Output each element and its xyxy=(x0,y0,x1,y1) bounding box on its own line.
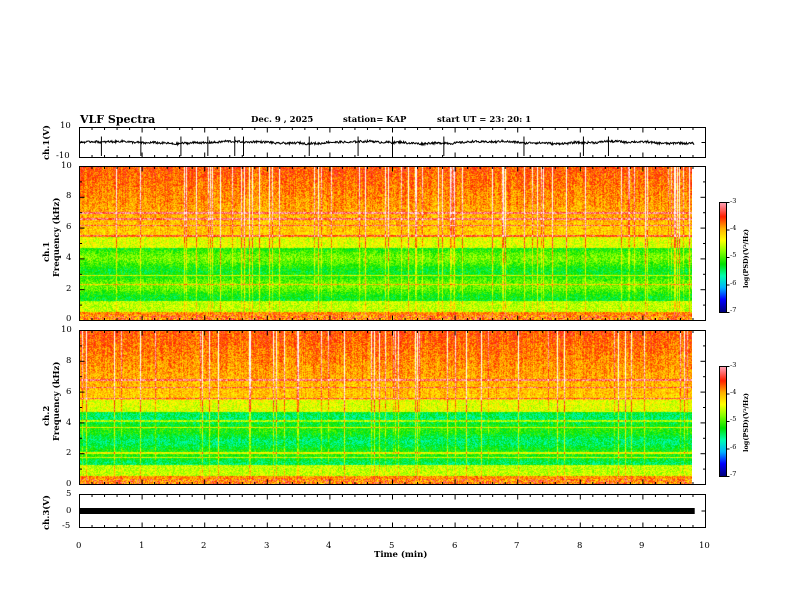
ch1-freq-tick-label: 0 xyxy=(66,314,72,324)
x-tick-label: 5 xyxy=(389,541,395,551)
x-tick-label: 2 xyxy=(201,541,207,551)
ch1-freq-tick-label: 4 xyxy=(66,253,72,263)
ch2-freq-tick-label: 6 xyxy=(66,387,72,397)
ch1-freq-tick-label: 10 xyxy=(61,161,72,171)
ch1-ytick-label: 10 xyxy=(60,121,71,131)
station-label: station= KAP xyxy=(343,115,407,125)
ch1-colorbar-tick: -4 xyxy=(730,224,737,232)
x-axis-label: Time (min) xyxy=(374,550,428,560)
ch1-colorbar-tick: -7 xyxy=(730,306,737,314)
ch2-colorbar-frame xyxy=(719,366,727,477)
ch2-colorbar-tick: -3 xyxy=(730,361,737,369)
ch2-freq-tick-label: 2 xyxy=(66,448,72,458)
ch2-freq-tick-label: 10 xyxy=(61,325,72,335)
ch1-colorbar-frame xyxy=(719,202,727,313)
x-tick-label: 4 xyxy=(326,541,332,551)
ch1-colorbar-tick: -6 xyxy=(730,279,737,287)
ch2-colorbar xyxy=(719,366,726,476)
ch2-colorbar-tick: -5 xyxy=(730,415,737,423)
ch2-colorbar-tick: -6 xyxy=(730,443,737,451)
figure-title: VLF Spectra xyxy=(80,113,156,126)
x-tick-label: 7 xyxy=(514,541,520,551)
start-time-label: start UT = 23: 20: 1 xyxy=(437,115,532,125)
ch1-colorbar-tick: -5 xyxy=(730,251,737,259)
ch2-colorbar-tick: -4 xyxy=(730,388,737,396)
ch1-freq-tick-label: 2 xyxy=(66,284,72,294)
ch1-freq-tick-label: 6 xyxy=(66,222,72,232)
ch1-waveform-series xyxy=(79,138,695,147)
ch1-spectrogram-frame xyxy=(79,166,706,321)
ch3-ytick-label: -5 xyxy=(62,521,71,531)
x-tick-label: 9 xyxy=(639,541,645,551)
x-tick-label: 1 xyxy=(139,541,145,551)
recording-date: Dec. 9 , 2025 xyxy=(251,115,314,125)
x-tick-label: 3 xyxy=(264,541,270,551)
ch3-ytick-label: 5 xyxy=(66,489,72,499)
ch1-colorbar xyxy=(719,202,726,312)
ch2-freq-tick-label: 8 xyxy=(66,356,72,366)
x-tick-label: 10 xyxy=(699,541,710,551)
ch1-spectrogram-image xyxy=(79,167,692,320)
ch3-waveform-series xyxy=(80,508,695,514)
ch1-colorbar-tick: -3 xyxy=(730,197,737,205)
x-tick-label: 0 xyxy=(76,541,82,551)
ch1-waveform-spikes xyxy=(100,136,609,156)
ch2-freq-tick-label: 0 xyxy=(66,479,72,489)
x-tick-label: 6 xyxy=(452,541,458,551)
ch2-colorbar-tick: -7 xyxy=(730,470,737,478)
ch2-freq-tick-label: 4 xyxy=(66,418,72,428)
ch2-spectrogram-image xyxy=(79,331,692,484)
x-tick-label: 8 xyxy=(577,541,583,551)
ch3-ytick-label: 0 xyxy=(66,506,72,516)
ch2-spectrogram-frame xyxy=(79,330,706,485)
ch1-freq-tick-label: 8 xyxy=(66,191,72,201)
ch1-ytick-label: -10 xyxy=(56,151,70,161)
